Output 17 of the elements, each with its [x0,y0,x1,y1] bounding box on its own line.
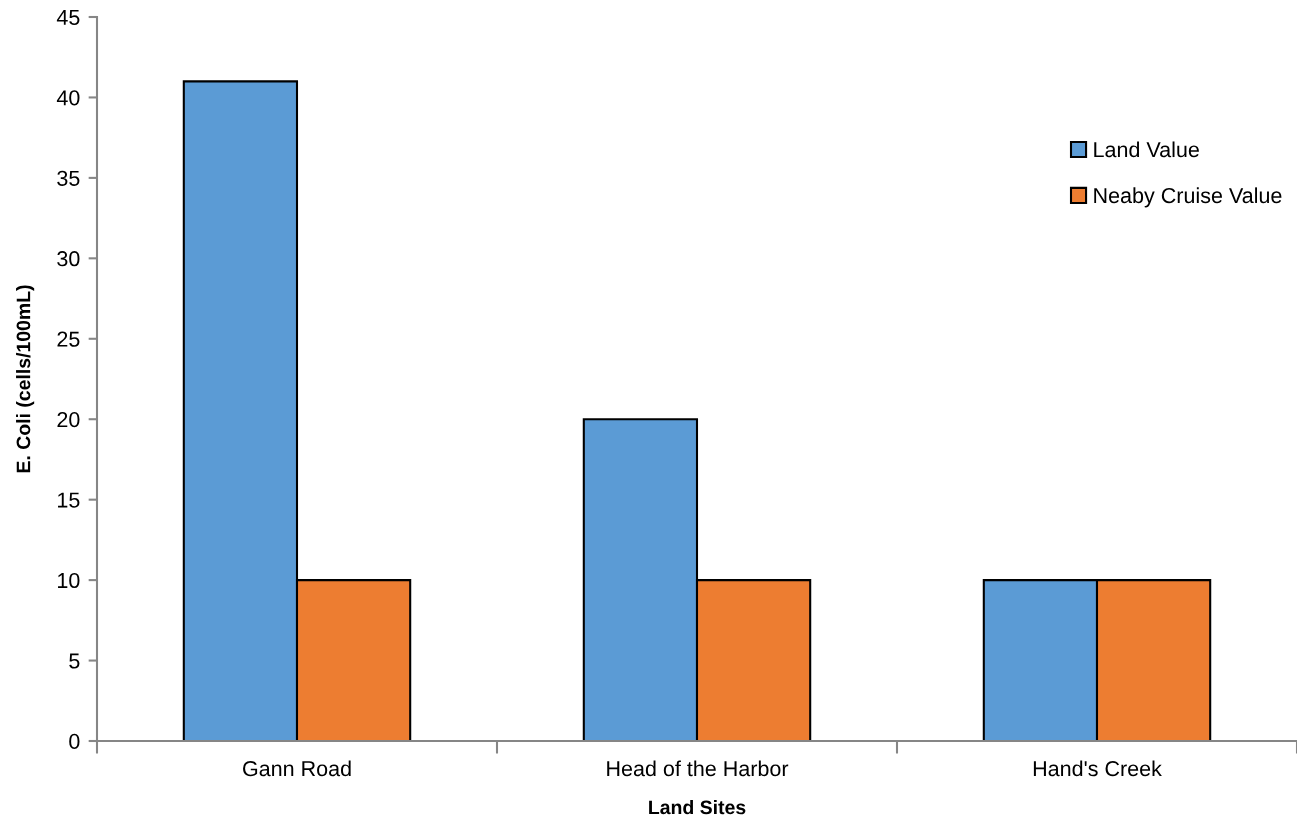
y-tick-label: 20 [57,411,80,428]
legend-label: Neaby Cruise Value [1094,187,1282,208]
x-tick-label: Head of the Harbor [607,760,789,777]
y-tick-label: 15 [58,492,80,508]
x-tick-label: Gann Road [243,760,351,777]
y-tick-label: 5 [69,653,80,669]
y-tick-label: 10 [58,572,80,589]
y-axis-title: E. Coli (cells/100mL) [16,285,35,473]
x-tick-label: Hand's Creek [1033,760,1162,777]
legend-label: Land Value [1094,141,1199,158]
x-axis-title: Land Sites [649,799,746,815]
y-tick-label: 30 [57,251,80,267]
y-tick-label: 25 [57,331,80,347]
y-tick-label: 35 [57,170,80,186]
y-tick-label: 40 [56,90,80,106]
y-tick-label: 0 [69,733,80,750]
y-tick-label: 45 [56,9,80,26]
